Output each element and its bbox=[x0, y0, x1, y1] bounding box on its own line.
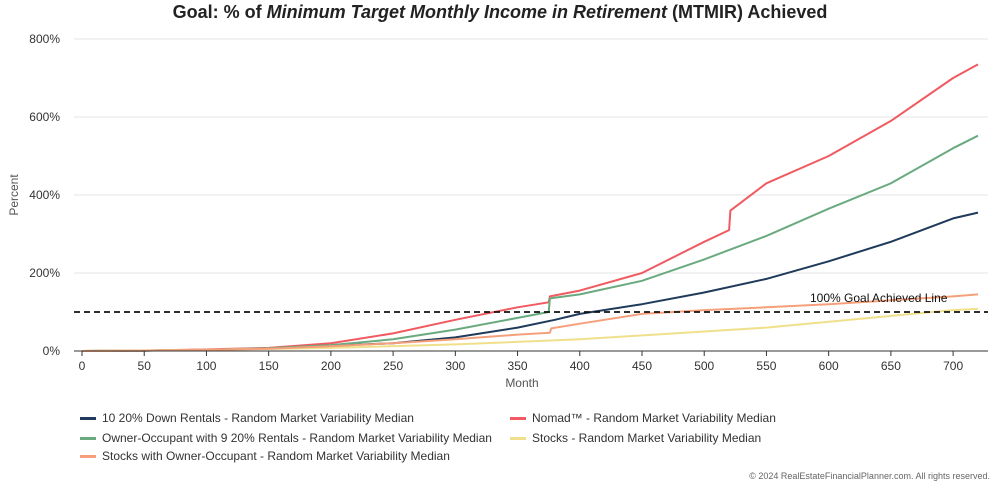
grid-lines bbox=[74, 38, 988, 274]
chart-title-emphasis: Minimum Target Monthly Income in Retirem… bbox=[266, 2, 668, 22]
legend-label-rentals: 10 20% Down Rentals - Random Market Vari… bbox=[102, 411, 414, 425]
x-tick-label: 550 bbox=[756, 359, 776, 373]
y-tick-label: 800% bbox=[29, 32, 60, 46]
copyright-footer: © 2024 RealEstateFinancialPlanner.com. A… bbox=[749, 471, 990, 481]
series-line-2 bbox=[81, 134, 979, 352]
legend-swatch-stocks bbox=[510, 436, 526, 440]
y-tick-label: 200% bbox=[29, 266, 60, 280]
x-tick-label: 200 bbox=[321, 359, 341, 373]
chart-title-suffix: (MTMIR) Achieved bbox=[667, 2, 828, 22]
x-tick-label: 0 bbox=[79, 359, 86, 373]
goal-line-label: 100% Goal Achieved Line bbox=[810, 291, 948, 305]
axes: 0% 200% 400% 600% 800% 0 50 100 150 200 250 300 350 4… bbox=[7, 32, 988, 390]
series-line-4 bbox=[81, 293, 979, 352]
x-tick-label: 700 bbox=[943, 359, 963, 373]
y-axis-title: Percent bbox=[7, 174, 21, 216]
y-tick-label: 400% bbox=[29, 188, 60, 202]
x-tick-label: 300 bbox=[445, 359, 465, 373]
legend-item-stocks[interactable]: Stocks - Random Market Variability Media… bbox=[510, 431, 761, 445]
legend-item-owner-occupant[interactable]: Owner-Occupant with 9 20% Rentals - Rand… bbox=[80, 431, 492, 445]
goal-line-group: 100% Goal Achieved Line bbox=[74, 291, 988, 313]
legend-label-stocks: Stocks - Random Market Variability Media… bbox=[532, 431, 762, 445]
x-tick-label: 150 bbox=[259, 359, 279, 373]
line-chart: 100% Goal Achieved Line 0% 200% 400% 600% 80… bbox=[7, 32, 988, 390]
legend-swatch-rentals bbox=[80, 416, 96, 420]
legend-label-nomad: Nomad™ - Random Market Variability Media… bbox=[532, 411, 776, 425]
legend-item-stocks-owner[interactable]: Stocks with Owner-Occupant - Random Mark… bbox=[80, 449, 450, 463]
series-line-1 bbox=[81, 63, 979, 352]
x-tick-label: 100 bbox=[196, 359, 216, 373]
x-tick-label: 350 bbox=[508, 359, 528, 373]
x-tick-label: 50 bbox=[138, 359, 152, 373]
legend-swatch-stocks-owner bbox=[80, 454, 96, 458]
x-tick-label: 600 bbox=[819, 359, 839, 373]
legend-label-stocks-owner: Stocks with Owner-Occupant - Random Mark… bbox=[102, 449, 450, 463]
x-tick-label: 500 bbox=[694, 359, 714, 373]
legend-item-nomad[interactable]: Nomad™ - Random Market Variability Media… bbox=[510, 411, 776, 425]
x-tick-label: 400 bbox=[570, 359, 590, 373]
chart-title: Goal: % of Minimum Target Monthly Income… bbox=[0, 2, 1000, 23]
series-lines bbox=[81, 63, 979, 352]
x-tick-label: 650 bbox=[881, 359, 901, 373]
x-tick-label: 250 bbox=[383, 359, 403, 373]
legend-swatch-owner-occupant bbox=[80, 436, 96, 440]
legend-label-owner-occupant: Owner-Occupant with 9 20% Rentals - Rand… bbox=[102, 431, 492, 445]
y-tick-label: 600% bbox=[29, 110, 60, 124]
chart-title-prefix: Goal: % of bbox=[172, 2, 267, 22]
y-tick-label: 0% bbox=[43, 344, 61, 358]
x-axis-title: Month bbox=[505, 376, 538, 390]
x-tick-label: 450 bbox=[632, 359, 652, 373]
legend-swatch-nomad bbox=[510, 416, 526, 420]
series-line-0 bbox=[81, 211, 979, 352]
legend-item-rentals[interactable]: 10 20% Down Rentals - Random Market Vari… bbox=[80, 411, 414, 425]
